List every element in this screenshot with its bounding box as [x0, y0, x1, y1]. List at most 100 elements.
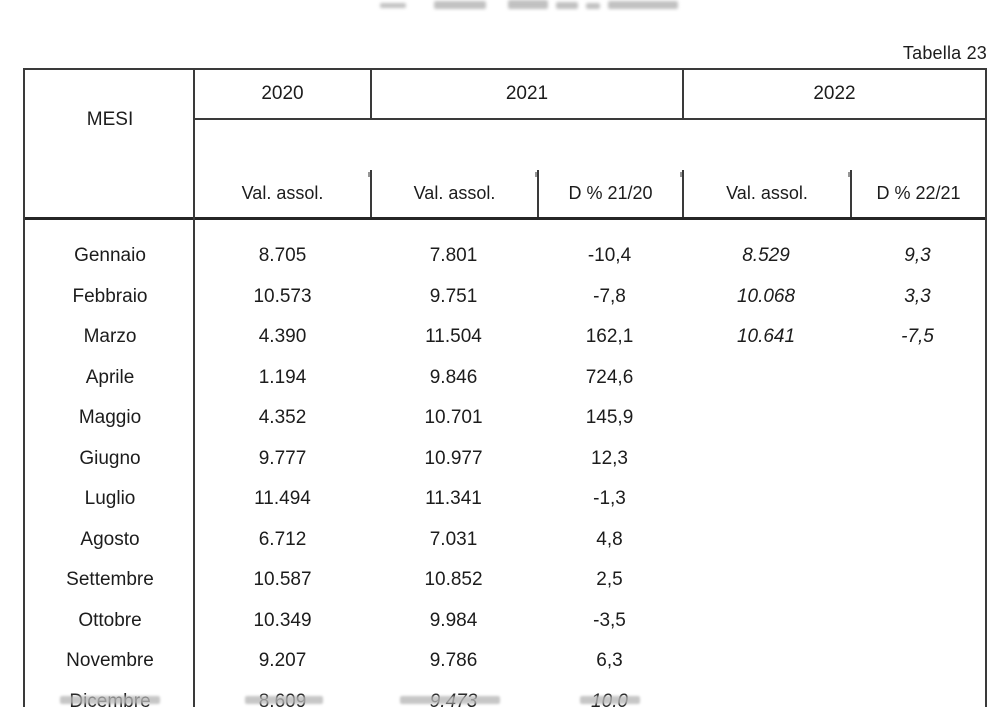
cell-delta-22-21 [850, 560, 985, 601]
cell-val-2022 [682, 520, 850, 561]
header-val-assol-2020: Val. assol. [195, 170, 370, 217]
table-row: Gennaio 8.705 7.801 -10,4 8.529 9,3 [25, 236, 985, 277]
cell-val-2020: 4.390 [195, 317, 370, 358]
cell-val-2020: 4.352 [195, 398, 370, 439]
cell-val-2022 [682, 560, 850, 601]
header-year-2022: 2022 [682, 70, 985, 120]
cell-month: Agosto [25, 520, 195, 561]
column-divider-mesi [193, 70, 195, 707]
cell-val-2021: 7.801 [370, 236, 537, 277]
cell-delta-21-20: -7,8 [537, 277, 682, 318]
cell-delta-22-21: 3,3 [850, 277, 985, 318]
cell-val-2020: 10.349 [195, 601, 370, 642]
cell-month: Luglio [25, 479, 195, 520]
cell-delta-21-20: -1,3 [537, 479, 682, 520]
table-body: Gennaio 8.705 7.801 -10,4 8.529 9,3 Febb… [25, 220, 985, 707]
cell-val-2021: 10.701 [370, 398, 537, 439]
cell-val-2022: 10.068 [682, 277, 850, 318]
border-stub [535, 172, 537, 177]
cell-delta-21-20: 145,9 [537, 398, 682, 439]
cell-month: Gennaio [25, 236, 195, 277]
table-row: Luglio 11.494 11.341 -1,3 [25, 479, 985, 520]
cell-month: Novembre [25, 641, 195, 682]
cell-month: Settembre [25, 560, 195, 601]
cell-val-2022 [682, 601, 850, 642]
header-val-assol-2021: Val. assol. [370, 170, 537, 217]
cell-val-2022 [682, 479, 850, 520]
title-smudge [586, 3, 600, 9]
border-stub [368, 172, 370, 177]
title-smudge [556, 2, 578, 9]
cell-delta-22-21 [850, 479, 985, 520]
statistics-table: MESI 2020 2021 2022 Val. assol. Val. ass… [23, 68, 987, 707]
header-delta-21-20: D % 21/20 [537, 170, 682, 217]
cell-month: Maggio [25, 398, 195, 439]
header-year-2021: 2021 [370, 70, 682, 120]
table-row: Ottobre 10.349 9.984 -3,5 [25, 601, 985, 642]
cell-delta-22-21 [850, 682, 985, 707]
cell-val-2021: 7.031 [370, 520, 537, 561]
cell-delta-21-20: 2,5 [537, 560, 682, 601]
cell-val-2022: 8.529 [682, 236, 850, 277]
table-row: Agosto 6.712 7.031 4,8 [25, 520, 985, 561]
cell-delta-21-20: 6,3 [537, 641, 682, 682]
cell-val-2021: 9.846 [370, 358, 537, 399]
row-smudge [580, 696, 640, 704]
cell-val-2020: 1.194 [195, 358, 370, 399]
border-stub [848, 172, 850, 177]
cell-val-2020: 9.777 [195, 439, 370, 480]
table-row: Giugno 9.777 10.977 12,3 [25, 439, 985, 480]
cell-val-2020: 6.712 [195, 520, 370, 561]
cell-month: Ottobre [25, 601, 195, 642]
cell-val-2021: 10.977 [370, 439, 537, 480]
table-row: Dicembre 8.609 9.473 10,0 [25, 682, 985, 707]
cell-delta-22-21: 9,3 [850, 236, 985, 277]
cell-month: Marzo [25, 317, 195, 358]
cell-delta-22-21 [850, 601, 985, 642]
border-stub [680, 172, 682, 177]
cell-delta-22-21: -7,5 [850, 317, 985, 358]
title-smudge [380, 3, 406, 8]
row-smudge [400, 696, 500, 704]
table-row: Aprile 1.194 9.846 724,6 [25, 358, 985, 399]
cell-delta-22-21 [850, 520, 985, 561]
cell-val-2020: 11.494 [195, 479, 370, 520]
cell-val-2022 [682, 682, 850, 707]
header-delta-22-21: D % 22/21 [850, 170, 985, 217]
cell-delta-22-21 [850, 439, 985, 480]
cell-val-2021: 11.504 [370, 317, 537, 358]
cell-val-2022 [682, 641, 850, 682]
cell-delta-22-21 [850, 358, 985, 399]
cell-val-2021: 11.341 [370, 479, 537, 520]
table-row: Maggio 4.352 10.701 145,9 [25, 398, 985, 439]
cell-month: Aprile [25, 358, 195, 399]
cell-val-2022 [682, 358, 850, 399]
cell-val-2022 [682, 398, 850, 439]
title-smudge [608, 1, 678, 9]
cell-delta-21-20: -3,5 [537, 601, 682, 642]
cell-delta-21-20: 162,1 [537, 317, 682, 358]
title-smudge [434, 1, 486, 9]
cell-delta-21-20: 12,3 [537, 439, 682, 480]
table-row: Febbraio 10.573 9.751 -7,8 10.068 3,3 [25, 277, 985, 318]
row-smudge [60, 696, 160, 704]
table-row: Novembre 9.207 9.786 6,3 [25, 641, 985, 682]
table-row: Marzo 4.390 11.504 162,1 10.641 -7,5 [25, 317, 985, 358]
cell-val-2021: 9.984 [370, 601, 537, 642]
cell-val-2020: 10.587 [195, 560, 370, 601]
cell-val-2020: 10.573 [195, 277, 370, 318]
cell-delta-21-20: 724,6 [537, 358, 682, 399]
table-caption: Tabella 23 [903, 43, 987, 64]
cell-delta-21-20: 4,8 [537, 520, 682, 561]
header-year-2020: 2020 [195, 70, 370, 120]
table-row: Settembre 10.587 10.852 2,5 [25, 560, 985, 601]
cell-val-2021: 9.786 [370, 641, 537, 682]
cell-month: Febbraio [25, 277, 195, 318]
cell-delta-21-20: -10,4 [537, 236, 682, 277]
table-header-row-measures: Val. assol. Val. assol. D % 21/20 Val. a… [25, 120, 985, 217]
cell-val-2021: 10.852 [370, 560, 537, 601]
cell-val-2022 [682, 439, 850, 480]
cell-delta-22-21 [850, 398, 985, 439]
cell-month: Giugno [25, 439, 195, 480]
cell-delta-22-21 [850, 641, 985, 682]
